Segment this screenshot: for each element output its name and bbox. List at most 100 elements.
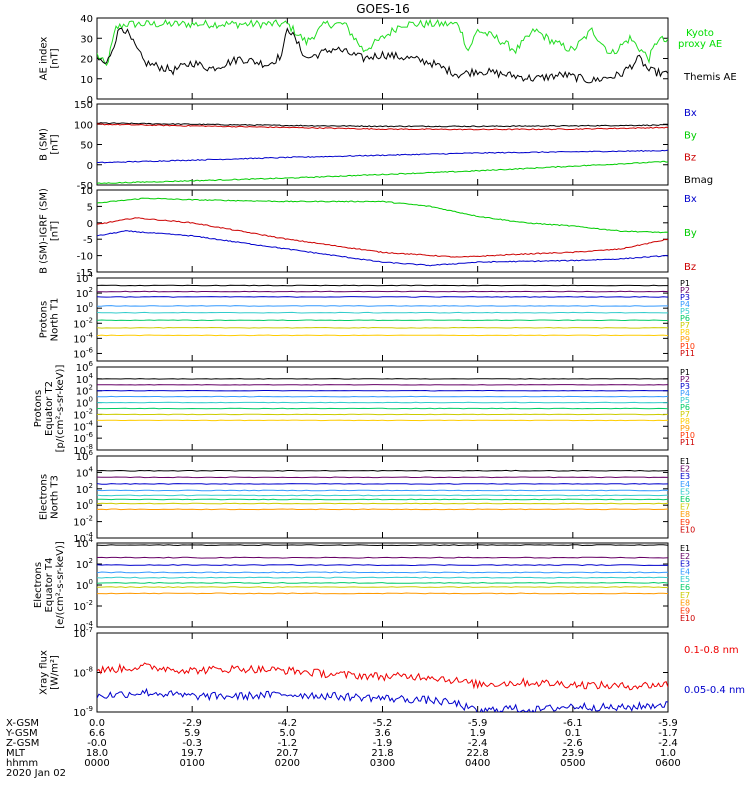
legend-xray: 0.05-0.4 nm	[684, 685, 745, 696]
footer-value: 3.6	[375, 728, 391, 739]
series-bx	[97, 230, 668, 267]
legend-item: E3	[680, 560, 690, 569]
legend-item: P7	[680, 410, 690, 419]
footer-value: -2.9	[182, 718, 202, 729]
y-tick-label: -10	[77, 252, 93, 263]
panel-frame	[96, 542, 669, 628]
legend-item: E5	[680, 575, 690, 584]
series-0-1-0-8-nm	[97, 662, 668, 691]
y-axis-label: [p/(cm²-s-sr-keV)]	[55, 365, 66, 453]
series-themis-ae	[97, 27, 668, 84]
footer-value: -2.6	[563, 738, 583, 749]
legend-item: Bx	[684, 194, 697, 205]
series-kyoto-proxy-ae	[97, 18, 668, 67]
footer-value: -0.0	[87, 738, 107, 749]
series-e5	[97, 576, 668, 579]
y-tick-label: 50	[80, 141, 93, 152]
footer-value: 22.8	[467, 748, 489, 759]
legend-item: E1	[680, 457, 690, 466]
footer-value: 1.0	[660, 748, 676, 759]
y-axis-label: B (SM)	[39, 128, 50, 161]
y-tick-label: 10-4	[73, 620, 93, 634]
y-tick-label: 102	[76, 384, 93, 398]
series-p1	[97, 284, 668, 287]
y-tick-label: 10-2	[73, 515, 93, 529]
footer-value: -5.2	[373, 718, 393, 729]
series-e3	[97, 564, 668, 567]
y-tick-label: 102	[76, 286, 93, 300]
y-tick-label: 104	[76, 536, 94, 550]
series-e1	[97, 544, 668, 547]
y-tick-label: 10-2	[73, 316, 93, 330]
footer-value: 23.9	[562, 748, 584, 759]
series-e7	[97, 502, 668, 505]
y-axis-label: Equator T2	[44, 381, 55, 436]
series-e3	[97, 483, 668, 485]
footer-value: 0300	[370, 758, 395, 769]
legend-item: P9	[680, 335, 690, 344]
footer-value: 19.7	[181, 748, 203, 759]
footer-value: -1.7	[658, 728, 678, 739]
series-p4	[97, 305, 668, 307]
legend-item: P2	[680, 375, 690, 384]
footer-value: -1.2	[278, 738, 298, 749]
series-e2	[97, 556, 668, 559]
legend-item: E3	[680, 472, 690, 481]
panel-frame	[96, 17, 669, 100]
legend-item: P4	[680, 389, 690, 398]
legend-item: E2	[680, 465, 690, 474]
y-tick-label: 10-6	[73, 346, 93, 360]
legend-item: P8	[680, 328, 690, 337]
y-tick-label: 100	[76, 578, 93, 592]
y-tick-label: 10-7	[73, 626, 93, 640]
legend-item: P5	[680, 396, 690, 405]
y-tick-label: 0	[87, 219, 93, 230]
y-tick-label: 104	[76, 271, 94, 285]
footer-value: -6.1	[563, 718, 583, 729]
panel-frame	[96, 277, 669, 362]
footer-value: 0200	[275, 758, 300, 769]
legend-item: P3	[680, 293, 690, 302]
series-e8	[97, 508, 668, 511]
y-axis-label: [nT]	[50, 48, 61, 68]
y-axis-label: [nT]	[50, 221, 61, 241]
y-tick-label: 40	[80, 14, 93, 25]
footer-value: -5.9	[468, 718, 488, 729]
y-axis-label: Protons	[33, 390, 44, 427]
y-axis-label: Xray flux	[39, 650, 50, 695]
panel-frame	[96, 103, 669, 186]
legend-item: E6	[680, 495, 690, 504]
y-tick-label: 102	[76, 482, 93, 496]
legend-item: Bz	[684, 153, 696, 164]
y-axis-label: [W/m²]	[50, 655, 61, 690]
footer-value: 20.7	[276, 748, 298, 759]
panel-8: 10-7 10-8 10-9 Xray flux [W/m²] 0.1-0.8 nm 0.0…	[39, 626, 746, 719]
legend-item: P1	[680, 279, 690, 288]
footer-value: 5.0	[279, 728, 295, 739]
panel-frame	[96, 455, 669, 539]
series-e4	[97, 571, 668, 574]
legend-item: P2	[680, 286, 690, 295]
y-tick-label: 10-9	[73, 705, 93, 719]
legend-item: E8	[680, 599, 690, 608]
legend-item: P4	[680, 300, 690, 309]
y-tick-label: 150	[74, 100, 93, 111]
panel-2: -50 0 50 100 150 B (SM) [nT] Bx By Bz Bmag	[39, 100, 714, 192]
footer-value: -4.2	[278, 718, 298, 729]
footer-row-label: Z-GSM	[6, 738, 39, 749]
legend-item: Bz	[684, 262, 696, 273]
y-tick-label: 106	[76, 360, 94, 374]
y-tick-label: 10-2	[73, 407, 93, 421]
legend-item: E2	[680, 552, 690, 561]
y-tick-label: -15	[77, 268, 93, 279]
y-tick-label: 10	[80, 186, 93, 197]
panel-7: 104 102 100 10-2 10-4 Electrons Equator T4 [e/(…	[33, 536, 695, 634]
legend-item: E10	[680, 614, 695, 623]
legend-item: P11	[680, 438, 695, 447]
footer-value: 0100	[179, 758, 204, 769]
legend-item: P9	[680, 424, 690, 433]
footer-value: 0.1	[565, 728, 581, 739]
y-tick-label: 10-4	[73, 331, 93, 345]
